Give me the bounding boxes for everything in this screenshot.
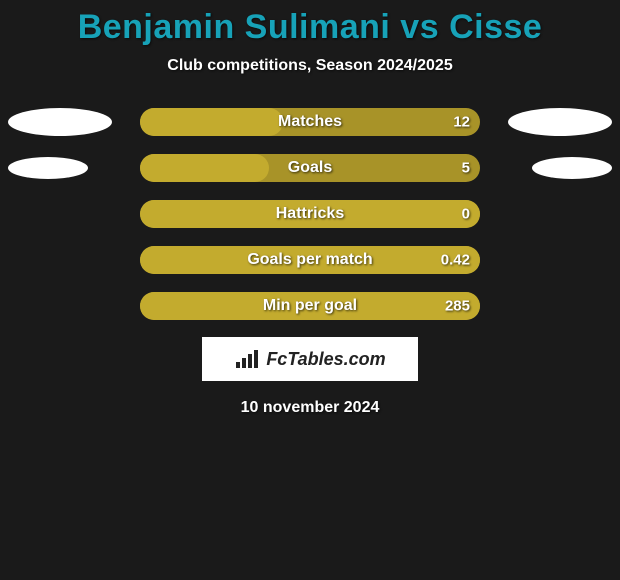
comparison-subtitle: Club competitions, Season 2024/2025 bbox=[0, 57, 620, 75]
player2-marker bbox=[508, 108, 612, 136]
player1-marker bbox=[8, 157, 88, 179]
stat-row: Hattricks0 bbox=[0, 199, 620, 229]
snapshot-date: 10 november 2024 bbox=[0, 399, 620, 417]
bar-fill bbox=[140, 200, 480, 228]
bar-track bbox=[140, 108, 480, 136]
stat-row: Matches12 bbox=[0, 107, 620, 137]
bar-fill bbox=[140, 292, 480, 320]
bar-track bbox=[140, 200, 480, 228]
stat-row: Goals5 bbox=[0, 153, 620, 183]
bars-icon bbox=[234, 348, 260, 370]
player2-marker bbox=[532, 157, 612, 179]
stat-row: Goals per match0.42 bbox=[0, 245, 620, 275]
bar-fill bbox=[140, 108, 283, 136]
brand-logo-text: FcTables.com bbox=[266, 349, 385, 370]
bar-track bbox=[140, 246, 480, 274]
brand-logo-box: FcTables.com bbox=[202, 337, 418, 381]
stats-chart: Matches12 Goals5 Hattricks0 Goals per match… bbox=[0, 107, 620, 321]
comparison-title: Benjamin Sulimani vs Cisse bbox=[0, 0, 620, 47]
stat-row: Min per goal285 bbox=[0, 291, 620, 321]
bar-fill bbox=[140, 154, 269, 182]
player1-marker bbox=[8, 108, 112, 136]
bar-fill bbox=[140, 246, 480, 274]
bar-track bbox=[140, 154, 480, 182]
bar-track bbox=[140, 292, 480, 320]
